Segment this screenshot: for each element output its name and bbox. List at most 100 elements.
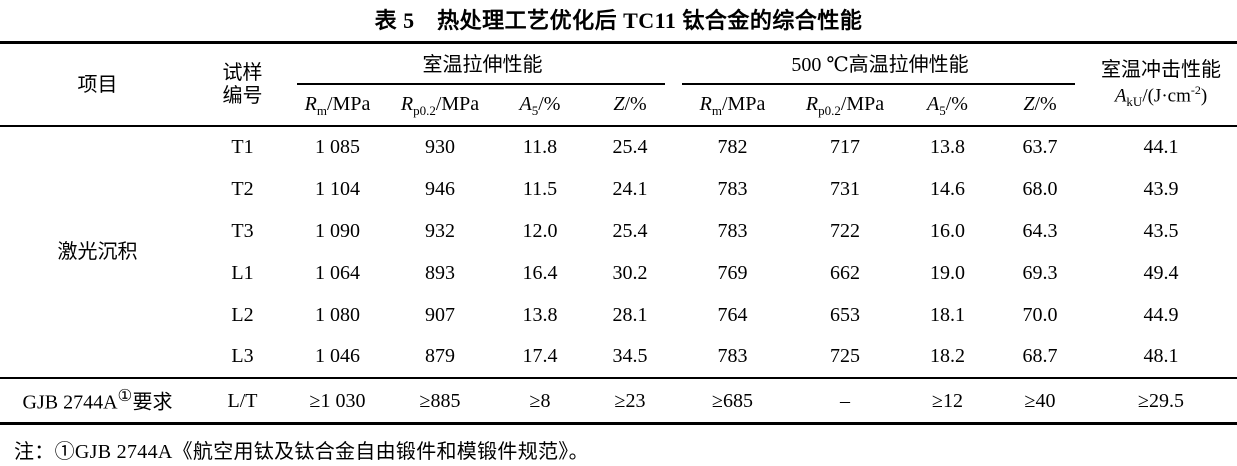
- header-sub-ht-z: Z/%: [1023, 92, 1057, 115]
- table-header: 项目 试样 编号 室温拉伸性能 500 ℃高温拉伸性能 室温冲击性能 AkU/(…: [0, 43, 1237, 126]
- value-cell: –: [840, 389, 850, 412]
- sample-id-cell: L/T: [227, 389, 258, 412]
- value-cell: 783: [717, 219, 748, 242]
- requirement-row: GJB 2744A①要求 L/T ≥1 030 ≥885 ≥8 ≥23 ≥685…: [0, 378, 1237, 424]
- value-cell: 1 046: [315, 345, 360, 368]
- table-caption: 表 5 热处理工艺优化后 TC11 钛合金的综合性能: [374, 8, 863, 33]
- value-cell: 722: [830, 219, 860, 242]
- table-row-t1: 激光沉积 T1 1 085 930 11.8 25.4 782 717 13.8…: [0, 126, 1237, 263]
- sample-id-cell: T3: [231, 219, 254, 242]
- value-cell: ≥8: [529, 389, 551, 412]
- header-sample-no: 试样 编号: [195, 43, 290, 126]
- value-cell: 24.1: [612, 177, 648, 200]
- value-cell: ≥885: [419, 389, 461, 412]
- header-item: 项目: [77, 73, 118, 96]
- header-sample-line1: 试样: [222, 61, 263, 84]
- table-row-t2: T2 1 104 946 11.5 24.1 783 731 14.6 68.0…: [0, 168, 1237, 210]
- value-cell: 1 080: [315, 303, 360, 326]
- value-cell: 18.2: [930, 345, 965, 368]
- header-sub-ht-rm: Rm/MPa: [699, 92, 766, 118]
- value-cell: 11.5: [522, 177, 558, 200]
- value-cell: 731: [830, 177, 860, 200]
- header-sub-ht-a5: A5/%: [927, 92, 968, 118]
- value-cell: 662: [830, 261, 860, 284]
- value-cell: 725: [830, 345, 860, 368]
- header-sub-rt-rp02: Rp0.2/MPa: [400, 92, 480, 118]
- value-cell: 11.8: [522, 136, 558, 159]
- header-group-500c-tensile: 500 ℃高温拉伸性能: [675, 43, 1085, 85]
- sample-id-cell: T2: [231, 177, 254, 200]
- value-cell: 25.4: [612, 219, 648, 242]
- sample-id-cell: L1: [231, 261, 254, 284]
- properties-table: 项目 试样 编号 室温拉伸性能 500 ℃高温拉伸性能 室温冲击性能 AkU/(…: [0, 41, 1237, 426]
- value-cell: 43.9: [1143, 177, 1179, 200]
- requirement-label-cell: GJB 2744A①要求: [22, 386, 173, 414]
- table-body: 激光沉积 T1 1 085 930 11.8 25.4 782 717 13.8…: [0, 126, 1237, 378]
- value-cell: 764: [717, 303, 748, 326]
- header-impact-line1: 室温冲击性能: [1101, 59, 1221, 82]
- value-cell: ≥40: [1024, 389, 1056, 412]
- value-cell: 64.3: [1022, 219, 1058, 242]
- value-cell: 70.0: [1022, 303, 1058, 326]
- value-cell: ≥12: [932, 389, 963, 412]
- value-cell: 1 064: [315, 261, 360, 284]
- sample-id-cell: L2: [231, 303, 254, 326]
- header-sub-rt-a5: A5/%: [519, 92, 561, 118]
- value-cell: 14.6: [930, 177, 965, 200]
- value-cell: 63.7: [1022, 136, 1058, 159]
- value-cell: 13.8: [522, 303, 558, 326]
- value-cell: 68.7: [1022, 345, 1058, 368]
- value-cell: 893: [425, 261, 455, 284]
- value-cell: 1 104: [315, 177, 360, 200]
- header-impact-formula: AkU/(J·cm-2): [1114, 83, 1208, 110]
- value-cell: 907: [425, 303, 455, 326]
- header-room-temp-impact: 室温冲击性能 AkU/(J·cm-2): [1085, 43, 1237, 126]
- value-cell: 17.4: [522, 345, 558, 368]
- value-cell: 783: [717, 345, 748, 368]
- header-row-groups: 项目 试样 编号 室温拉伸性能 500 ℃高温拉伸性能 室温冲击性能 AkU/(…: [0, 43, 1237, 110]
- value-cell: 717: [830, 136, 860, 159]
- value-cell: 19.0: [930, 261, 965, 284]
- value-cell: 783: [717, 177, 748, 200]
- table-row-l1: L1 1 064 893 16.4 30.2 769 662 19.0 69.3…: [0, 252, 1237, 294]
- table-footnote: 注：①GJB 2744A《航空用钛及钛合金自由锻件和模锻件规范》。: [14, 441, 589, 464]
- value-cell: 16.0: [930, 219, 965, 242]
- header-sub-ht-rp02: Rp0.2/MPa: [805, 92, 885, 118]
- value-cell: 44.1: [1143, 136, 1179, 159]
- sample-id-cell: T1: [231, 136, 254, 159]
- footnote-marker: ①: [117, 386, 133, 406]
- value-cell: 49.4: [1143, 261, 1179, 284]
- value-cell: 932: [425, 219, 455, 242]
- value-cell: 1 090: [315, 219, 360, 242]
- value-cell: 68.0: [1022, 177, 1058, 200]
- value-cell: 653: [830, 303, 860, 326]
- sample-id-cell: L3: [231, 345, 254, 368]
- table-row-t3: T3 1 090 932 12.0 25.4 783 722 16.0 64.3…: [0, 210, 1237, 252]
- value-cell: 34.5: [612, 345, 648, 368]
- value-cell: 44.9: [1143, 303, 1179, 326]
- value-cell: 1 085: [315, 136, 360, 159]
- group-label-cell: 激光沉积: [57, 240, 138, 263]
- value-cell: ≥685: [712, 389, 753, 412]
- value-cell: 48.1: [1143, 345, 1179, 368]
- header-group-room-temp-tensile: 室温拉伸性能: [290, 43, 675, 85]
- requirement-section: GJB 2744A①要求 L/T ≥1 030 ≥885 ≥8 ≥23 ≥685…: [0, 377, 1237, 424]
- header-sub-rt-rm: Rm/MPa: [304, 92, 371, 118]
- value-cell: 12.0: [522, 219, 558, 242]
- value-cell: ≥1 030: [309, 389, 366, 412]
- value-cell: 879: [425, 345, 455, 368]
- value-cell: ≥23: [614, 389, 646, 412]
- value-cell: 13.8: [930, 136, 965, 159]
- value-cell: 25.4: [612, 136, 648, 159]
- value-cell: 30.2: [612, 261, 648, 284]
- value-cell: 43.5: [1143, 219, 1179, 242]
- header-sample-line2: 编号: [222, 84, 263, 107]
- value-cell: 930: [425, 136, 455, 159]
- value-cell: 769: [717, 261, 748, 284]
- value-cell: 18.1: [930, 303, 965, 326]
- value-cell: 69.3: [1022, 261, 1058, 284]
- value-cell: ≥29.5: [1138, 389, 1184, 412]
- value-cell: 16.4: [522, 261, 558, 284]
- table-row-l2: L2 1 080 907 13.8 28.1 764 653 18.1 70.0…: [0, 294, 1237, 336]
- header-row-subcolumns: Rm/MPa Rp0.2/MPa A5/% Z/% Rm/MPa Rp0.2/M…: [0, 85, 1237, 126]
